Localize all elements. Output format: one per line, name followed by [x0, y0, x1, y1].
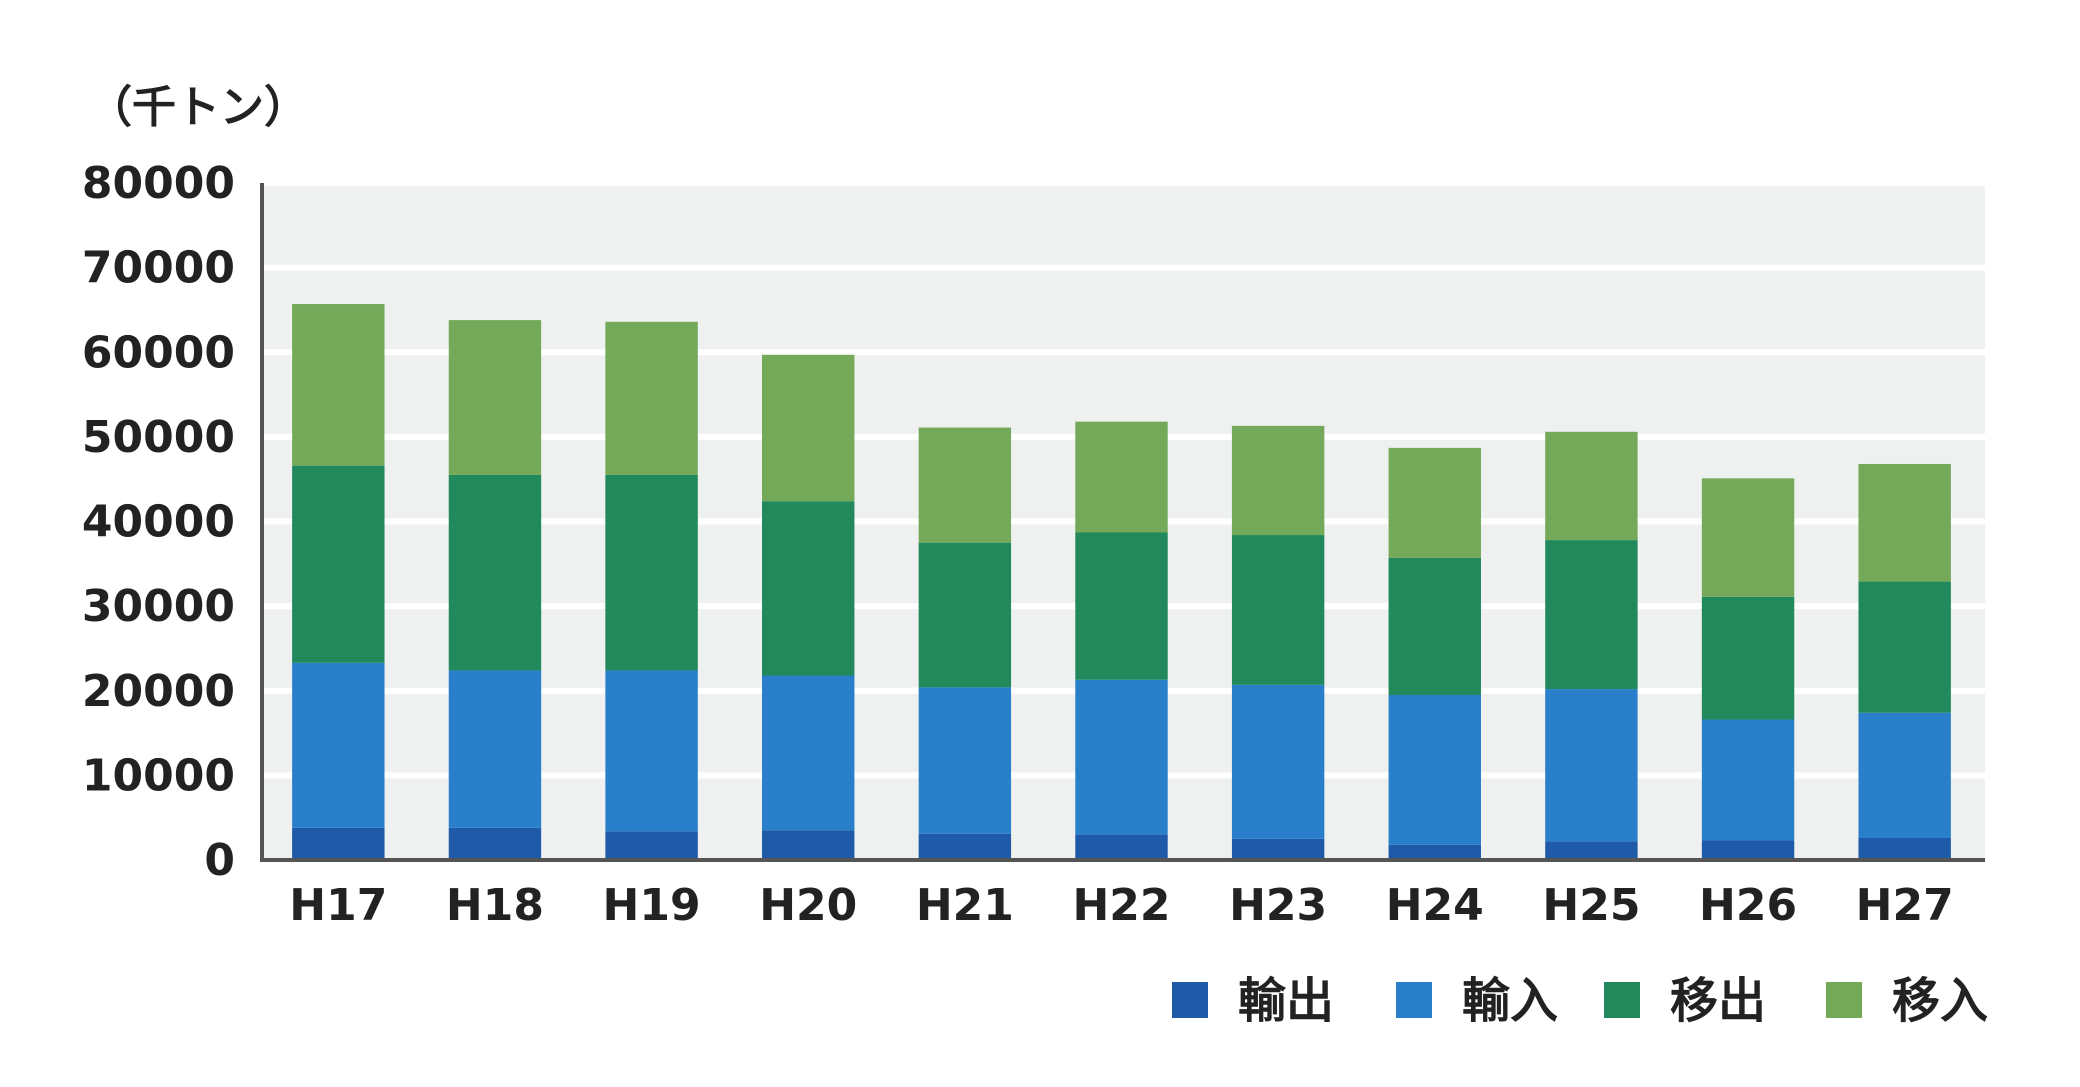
bar-stack-H26 [1701, 478, 1795, 860]
x-tick-label: H19 [603, 880, 701, 931]
legend-label: 移入 [1892, 973, 1988, 1029]
legend-swatch [1172, 982, 1208, 1018]
legend-swatch [1396, 982, 1432, 1018]
y-tick-label: 0 [204, 835, 235, 886]
bar-segment [605, 670, 698, 832]
bar-segment [1545, 689, 1638, 842]
legend-swatch [1826, 982, 1862, 1018]
legend-swatch [1604, 982, 1640, 1018]
bar-segment [292, 465, 385, 663]
y-tick-label: 70000 [82, 243, 235, 294]
legend-label: 輸入 [1462, 973, 1558, 1029]
bar-segment [918, 542, 1012, 688]
bar-segment [1388, 694, 1481, 845]
bar-segment [448, 827, 542, 860]
y-tick-label: 80000 [82, 158, 235, 209]
bar-segment [1858, 712, 1951, 838]
bar-segment [918, 687, 1012, 834]
bar-segment [762, 354, 855, 502]
bar-segment [1858, 581, 1951, 713]
bar-segment [1701, 840, 1795, 860]
y-tick-label: 20000 [82, 666, 235, 717]
x-tick-label: H22 [1072, 880, 1170, 931]
bar-segment [1545, 431, 1638, 541]
y-tick-label: 50000 [82, 412, 235, 463]
bar-segment [1231, 838, 1325, 860]
bar-segment [1858, 837, 1951, 860]
bar-segment [1701, 596, 1795, 720]
bar-segment [762, 830, 855, 860]
x-tick-label: H18 [446, 880, 544, 931]
y-tick-label: 10000 [82, 750, 235, 801]
bar-segment [605, 321, 698, 475]
bar-segment [605, 831, 698, 860]
bar-segment [1545, 540, 1638, 690]
bar-stack-H18 [448, 320, 542, 860]
bar-segment [1075, 834, 1168, 860]
y-tick-label: 60000 [82, 327, 235, 378]
bar-segment [1388, 557, 1481, 695]
bar-segment [1545, 841, 1638, 860]
x-tick-label: H20 [759, 880, 857, 931]
bar-segment [1075, 532, 1168, 680]
bar-stack-H25 [1545, 431, 1638, 860]
bar-segment [605, 474, 698, 671]
bar-stack-H27 [1858, 463, 1951, 860]
x-tick-labels: H17 H18 H19 H20 H21 H22 H23 H24 H25 H26 H27 [289, 880, 1953, 931]
y-axis-unit-label: （千トン） [88, 82, 308, 133]
bar-segment [1231, 425, 1325, 536]
y-tick-labels: 80000 70000 60000 50000 40000 30000 20000 10000… [82, 158, 235, 886]
x-tick-label: H26 [1699, 880, 1797, 931]
bar-segment [1701, 719, 1795, 841]
legend-label: 輸出 [1238, 973, 1334, 1029]
bar-segment [448, 474, 542, 671]
bar-stack-H24 [1388, 447, 1481, 860]
legend-item: 輸入 [1396, 973, 1558, 1029]
bar-segment [292, 662, 385, 828]
bar-segment [448, 320, 542, 475]
bar-stack-H23 [1231, 425, 1325, 860]
axes [260, 183, 1985, 862]
bar-segment [1388, 447, 1481, 558]
bar-segment [292, 827, 385, 860]
legend-label: 移出 [1670, 973, 1766, 1029]
bar-segment [918, 833, 1012, 860]
legend-item: 輸出 [1172, 973, 1334, 1029]
bar-segment [1075, 421, 1168, 533]
bar-segment [918, 427, 1012, 543]
bar-segment [1701, 478, 1795, 597]
bar-stack-H20 [762, 354, 855, 860]
bar-segment [1231, 684, 1325, 839]
y-tick-label: 30000 [82, 581, 235, 632]
x-tick-label: H23 [1229, 880, 1327, 931]
bar-segment [762, 675, 855, 831]
legend-item: 移出 [1604, 973, 1766, 1029]
bar-segment [1075, 679, 1168, 835]
bar-segment [1858, 463, 1951, 582]
bar-stack-H17 [292, 304, 385, 860]
bar-stack-H22 [1075, 421, 1168, 860]
bar-stack-H19 [605, 321, 698, 860]
legend: 輸出 輸入 移出 移入 [1172, 973, 1988, 1029]
x-tick-label: H17 [289, 880, 387, 931]
legend-item: 移入 [1826, 973, 1988, 1029]
bars [292, 304, 1951, 860]
bar-segment [762, 501, 855, 676]
bar-segment [1388, 844, 1481, 860]
bar-segment [292, 304, 385, 466]
y-tick-label: 40000 [82, 497, 235, 548]
x-tick-label: H21 [916, 880, 1014, 931]
x-tick-label: H27 [1856, 880, 1954, 931]
bar-segment [448, 670, 542, 828]
x-tick-label: H25 [1542, 880, 1640, 931]
bar-stack-H21 [918, 427, 1012, 860]
x-tick-label: H24 [1386, 880, 1484, 931]
bar-segment [1231, 535, 1325, 685]
